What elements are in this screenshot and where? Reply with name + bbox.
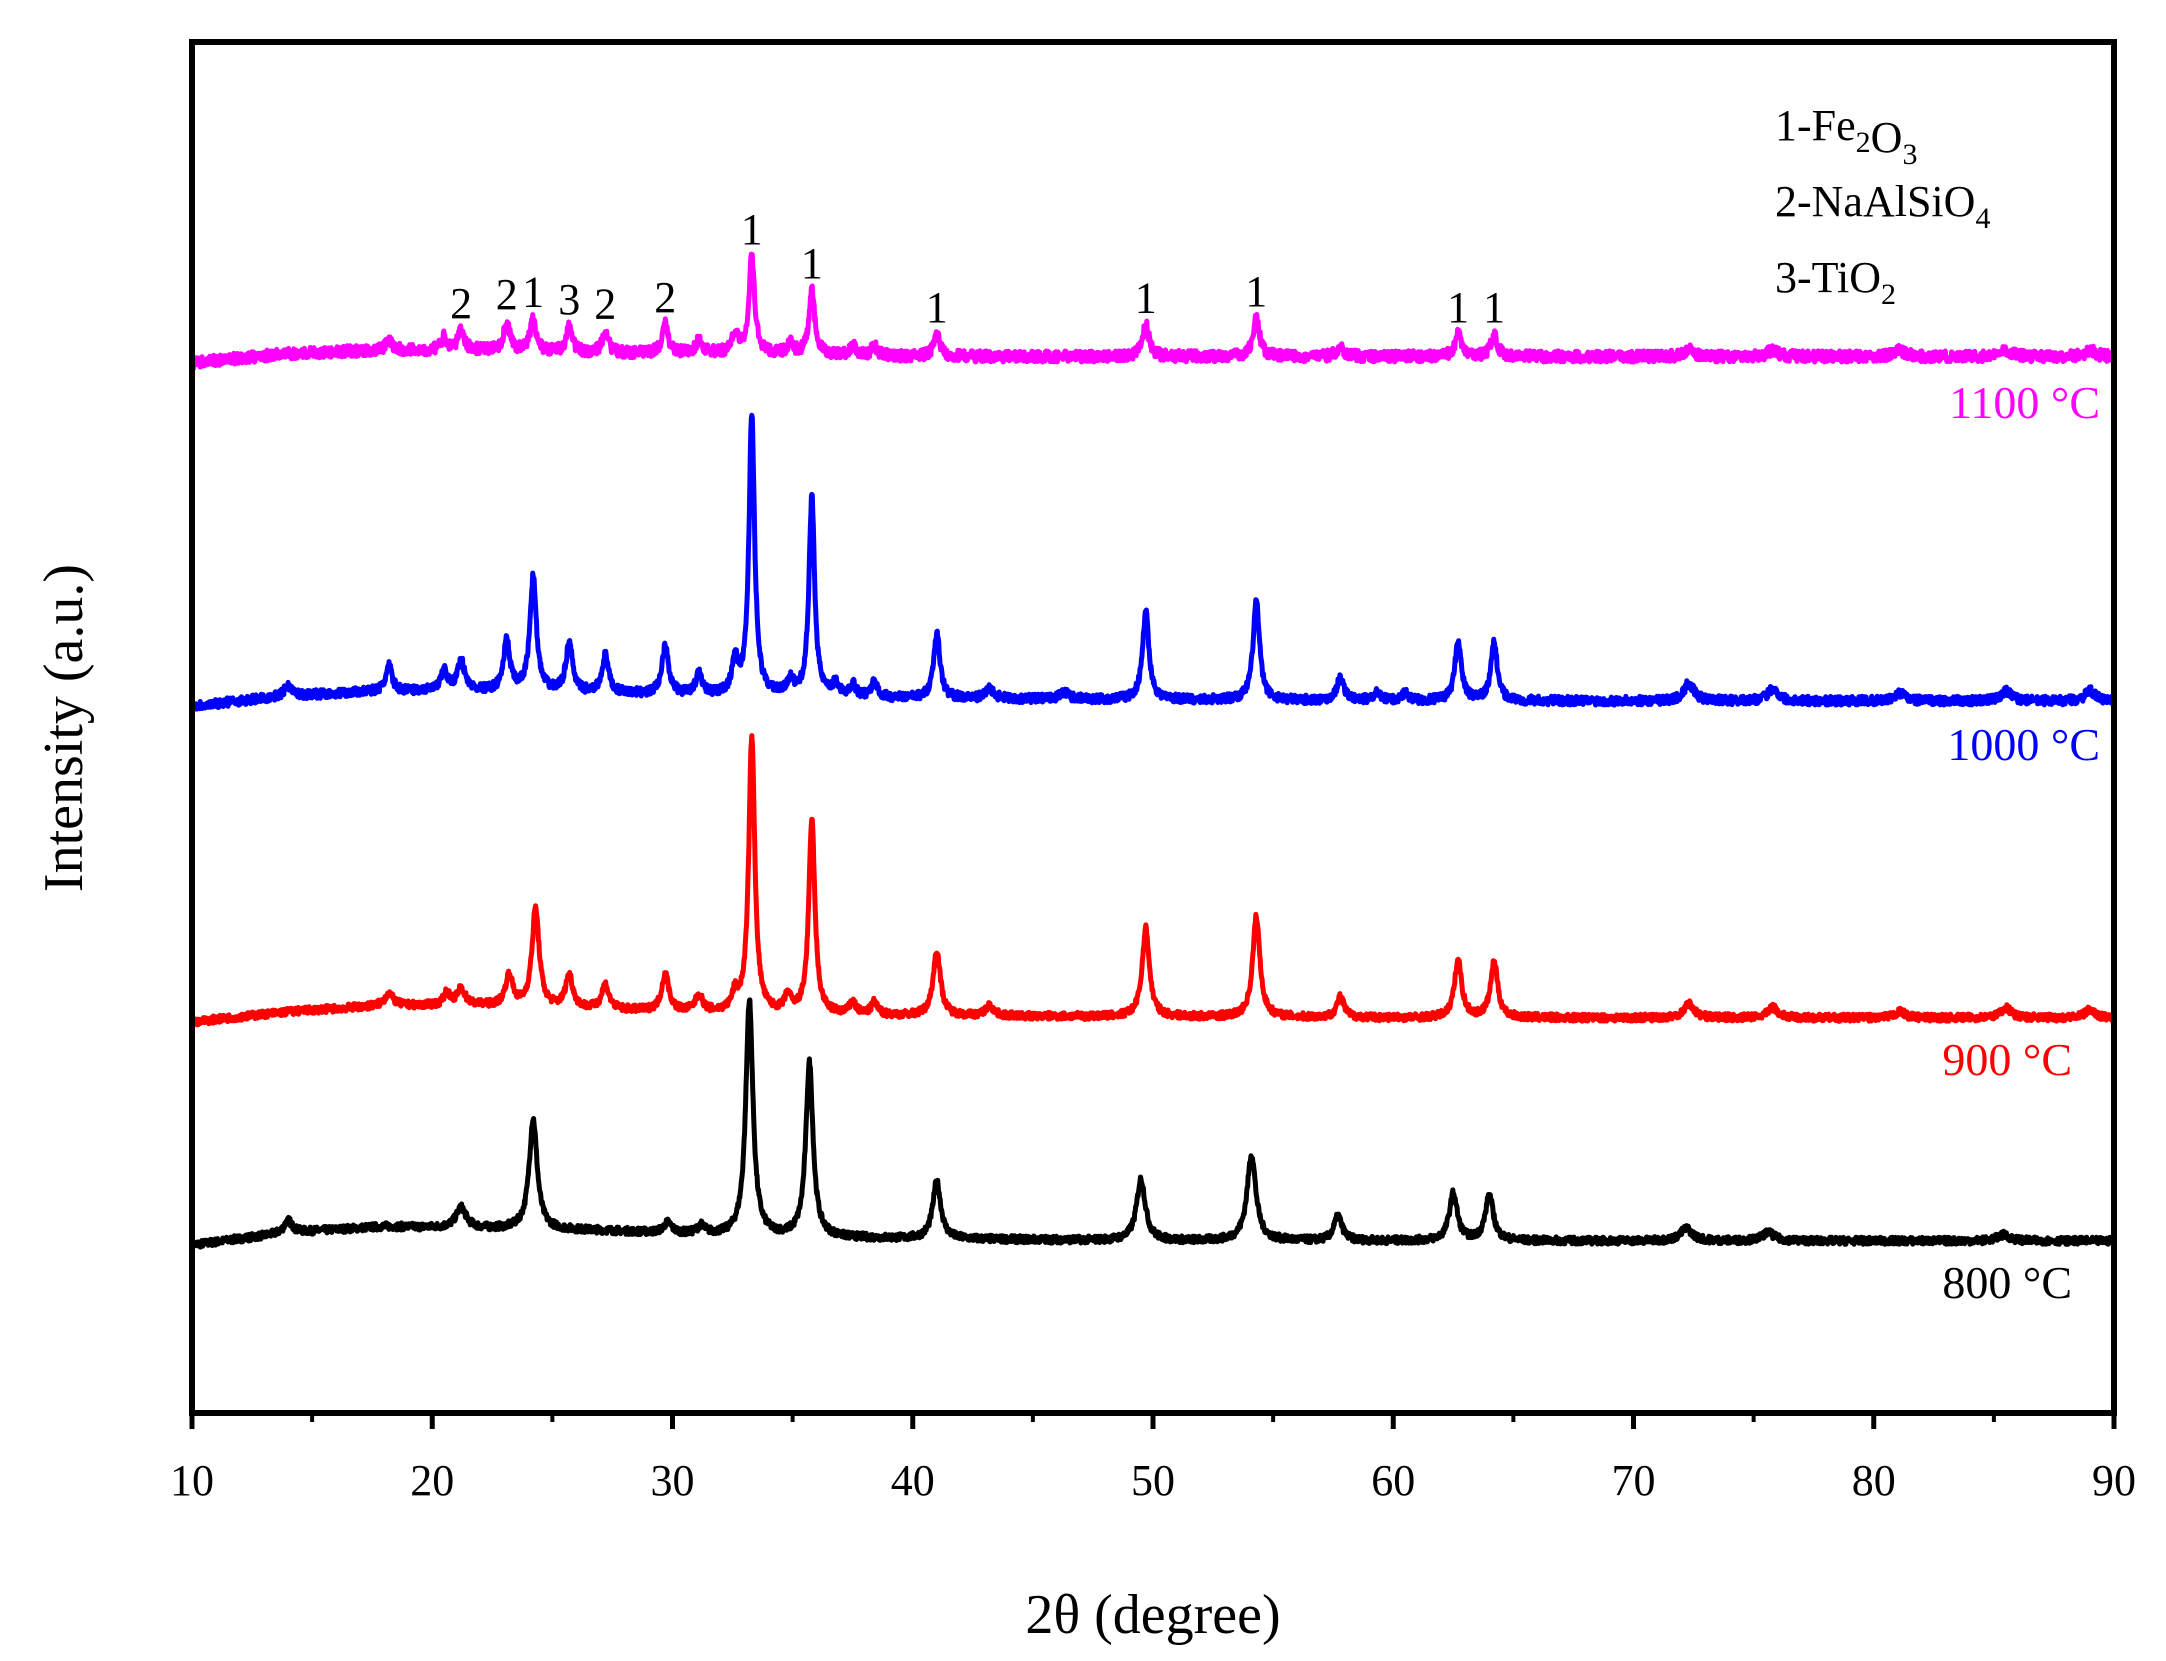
- peak-annotation-1: 2: [496, 270, 518, 319]
- series-line-3: [189, 251, 2117, 371]
- peak-annotation-6: 1: [741, 205, 763, 254]
- peak-annotation-10: 1: [1245, 267, 1267, 316]
- series-labels: 800 °C 900 °C 1000 °C 1100 °C: [1942, 377, 2100, 1308]
- series-line-0: [189, 997, 2116, 1250]
- series-label-3: 1100 °C: [1949, 377, 2100, 428]
- x-tick-label-8: 90: [2092, 1456, 2136, 1505]
- x-tick-label-2: 30: [651, 1456, 695, 1505]
- x-tick-label-1: 20: [410, 1456, 454, 1505]
- legend-entry-2: 3-TiO2: [1775, 253, 1896, 311]
- peak-annotation-2: 1: [522, 268, 544, 317]
- series-label-0: 800 °C: [1942, 1257, 2072, 1308]
- legend-entry-0: 1-Fe2O3: [1775, 101, 1917, 171]
- peak-annotation-11: 1: [1447, 283, 1469, 332]
- legend: 1-Fe2O3 2-NaAlSiO4 3-TiO2: [1775, 101, 1990, 311]
- x-axis: 10 20 30 40 50 60 70 80 90: [170, 1413, 2136, 1505]
- x-tick-label-4: 50: [1131, 1456, 1175, 1505]
- series-label-1: 900 °C: [1942, 1034, 2072, 1085]
- peak-annotation-8: 1: [926, 283, 948, 332]
- series-line-2: [189, 412, 2117, 712]
- x-tick-label-0: 10: [170, 1456, 214, 1505]
- series-line-1: [189, 733, 2117, 1028]
- peak-annotation-12: 1: [1483, 283, 1505, 332]
- x-axis-title: 2θ (degree): [1025, 1584, 1280, 1646]
- series-group: [189, 251, 2117, 1250]
- peak-annotation-3: 3: [558, 275, 580, 324]
- peak-annotation-9: 1: [1135, 274, 1157, 323]
- y-axis-title: Intensity (a.u.): [33, 564, 95, 892]
- peak-annotation-0: 2: [450, 279, 472, 328]
- x-tick-label-7: 80: [1852, 1456, 1896, 1505]
- series-label-2: 1000 °C: [1947, 719, 2100, 770]
- peak-annotation-7: 1: [801, 239, 823, 288]
- x-tick-label-3: 40: [891, 1456, 935, 1505]
- legend-entry-1: 2-NaAlSiO4: [1775, 177, 1990, 235]
- peak-annotation-5: 2: [654, 273, 676, 322]
- x-tick-label-6: 70: [1612, 1456, 1656, 1505]
- x-tick-label-5: 60: [1371, 1456, 1415, 1505]
- peak-annotation-4: 2: [594, 279, 616, 328]
